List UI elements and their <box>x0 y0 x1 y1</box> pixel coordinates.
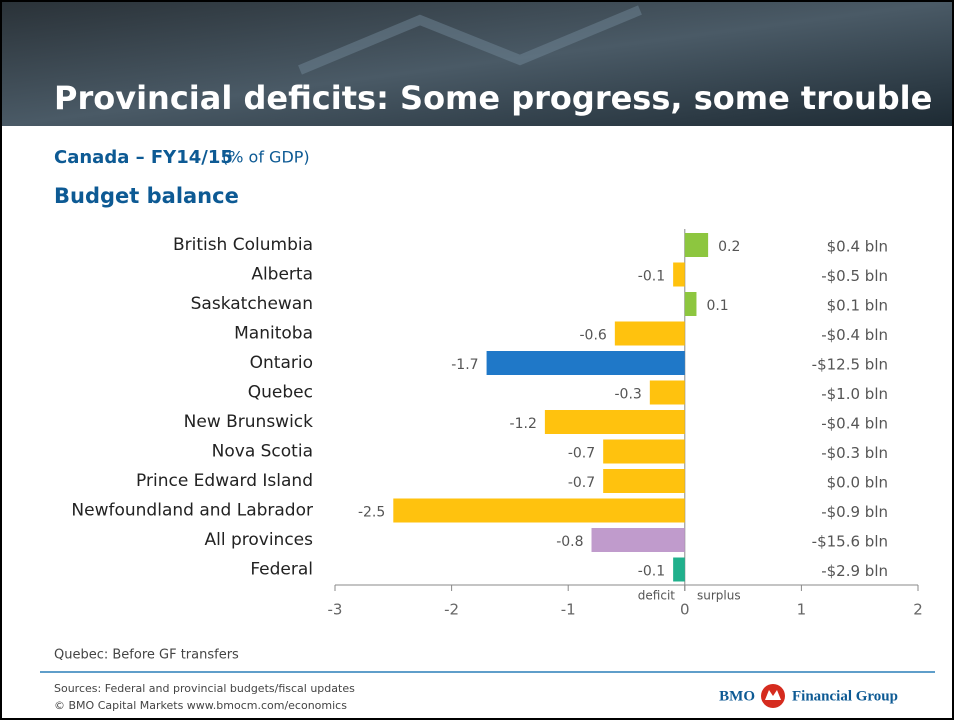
bar <box>614 321 685 346</box>
surplus-label: surplus <box>697 589 741 603</box>
category-label: Prince Edward Island <box>136 471 313 491</box>
category-label: British Columbia <box>173 235 313 255</box>
header-decoration <box>298 5 642 75</box>
category-label: Newfoundland and Labrador <box>71 501 313 521</box>
bar <box>673 262 685 287</box>
category-label: All provinces <box>204 530 313 550</box>
balance-label: -$0.3 bln <box>821 444 888 462</box>
balance-label: $0.0 bln <box>827 474 888 492</box>
balance-label: -$2.9 bln <box>821 562 888 580</box>
x-tick-label: -3 <box>328 601 343 619</box>
value-label: 0.2 <box>718 239 740 255</box>
bar <box>393 498 685 523</box>
bar <box>649 380 685 405</box>
value-label: 0.1 <box>706 298 728 314</box>
category-label: Manitoba <box>234 324 313 344</box>
balance-label: -$0.5 bln <box>821 267 888 285</box>
balance-label: -$1.0 bln <box>821 385 888 403</box>
header-banner <box>2 2 952 126</box>
logo-mark <box>765 690 781 700</box>
balance-label: -$0.9 bln <box>821 503 888 521</box>
value-label: -0.7 <box>568 446 595 462</box>
value-label: -0.6 <box>580 328 607 344</box>
value-label: -0.7 <box>568 475 595 491</box>
balance-label: -$0.4 bln <box>821 326 888 344</box>
slide-title: Provincial deficits: Some progress, some… <box>54 79 932 117</box>
x-tick-label: -1 <box>561 601 576 619</box>
category-label: Saskatchewan <box>191 294 313 314</box>
balance-label: -$0.4 bln <box>821 415 888 433</box>
sources: Sources: Federal and provincial budgets/… <box>54 682 355 695</box>
subtitle-unit: (% of GDP) <box>222 148 310 167</box>
category-label: Nova Scotia <box>212 442 313 462</box>
x-tick-label: 0 <box>680 601 690 619</box>
logo-group: Financial Group <box>792 688 898 704</box>
value-label: -1.7 <box>451 357 478 373</box>
value-label: -0.8 <box>556 534 583 550</box>
note: Quebec: Before GF transfers <box>54 648 239 663</box>
chart-title: Budget balance <box>54 184 239 208</box>
logo-text: BMO <box>719 688 755 704</box>
category-label: Alberta <box>251 265 313 285</box>
bar <box>684 292 697 316</box>
x-tick-label: -2 <box>444 601 459 619</box>
category-label: Ontario <box>250 353 313 373</box>
deficit-label: deficit <box>638 589 675 603</box>
bar <box>591 528 685 552</box>
balance-label: -$15.6 bln <box>812 533 888 551</box>
balance-label: -$12.5 bln <box>812 356 888 374</box>
value-label: -2.5 <box>358 505 385 521</box>
bar <box>603 469 685 493</box>
copyright: © BMO Capital Markets www.bmocm.com/econ… <box>54 699 347 712</box>
category-label: Quebec <box>248 383 313 403</box>
bar <box>603 439 685 464</box>
category-label: New Brunswick <box>184 412 314 432</box>
value-label: -0.1 <box>638 564 665 580</box>
value-label: -0.3 <box>614 387 641 403</box>
value-label: -0.1 <box>638 269 665 285</box>
value-label: -1.2 <box>510 416 537 432</box>
x-tick-label: 1 <box>797 601 807 619</box>
subtitle: Canada – FY14/15 <box>54 147 233 168</box>
balance-label: $0.4 bln <box>827 238 888 256</box>
category-label: Federal <box>250 560 313 580</box>
bar <box>486 351 685 375</box>
bar <box>673 557 685 582</box>
bar <box>684 233 709 257</box>
x-tick-label: 2 <box>913 601 923 619</box>
bar <box>544 410 685 434</box>
balance-label: $0.1 bln <box>827 297 888 315</box>
